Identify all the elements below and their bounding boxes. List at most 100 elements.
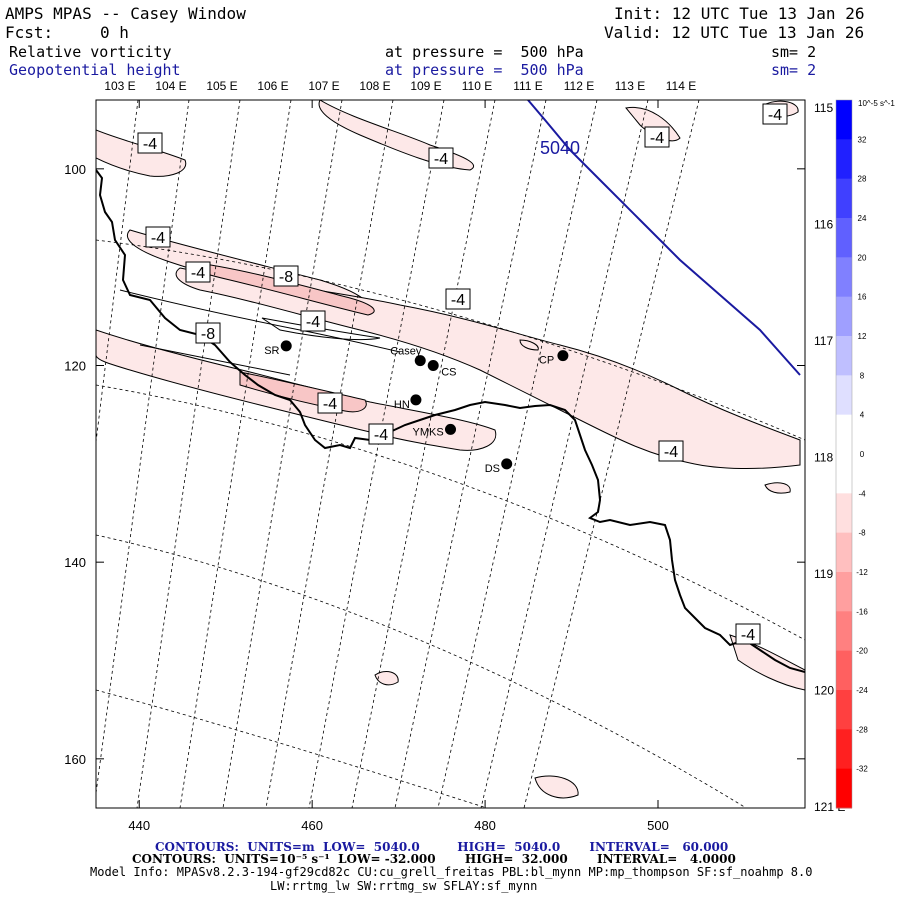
lon-line xyxy=(136,100,241,808)
vorticity-contour-label: -4 xyxy=(428,147,454,169)
lon-label-top: 105 E xyxy=(206,79,237,93)
colorbar-label: 20 xyxy=(858,253,867,262)
vorticity-label-box xyxy=(273,265,299,287)
y-tick-label: 140 xyxy=(64,555,86,570)
lon-line xyxy=(222,100,343,808)
colorbar-label: 8 xyxy=(860,371,865,380)
colorbar-segment xyxy=(836,768,852,809)
vorticity-contour-label: -4 xyxy=(762,103,788,125)
coastline xyxy=(96,169,805,673)
lon-line xyxy=(351,100,496,808)
vorticity-label-box xyxy=(644,126,670,148)
vorticity-label-box xyxy=(300,310,326,332)
lon-line xyxy=(480,100,649,808)
colorbar-segment xyxy=(836,218,852,258)
vorticity-contour-label: -8 xyxy=(273,265,299,287)
colorbar-segment xyxy=(836,414,852,455)
colorbar-label: 4 xyxy=(860,411,865,420)
lon-line xyxy=(308,100,445,808)
forecast-value: 0 h xyxy=(100,23,129,42)
vorticity-label-box xyxy=(762,103,788,125)
station-casey: Casey xyxy=(390,346,426,367)
vorticity-label-text: -4 xyxy=(306,314,320,331)
colorbar-label: -12 xyxy=(856,568,868,577)
vorticity-contour-label: -4 xyxy=(317,392,343,414)
vorticity-label-box xyxy=(428,147,454,169)
station-label: SR xyxy=(264,345,279,357)
vorticity-contour-label: -4 xyxy=(644,126,670,148)
lon-label-top: 109 E xyxy=(410,79,441,93)
station-marker xyxy=(414,355,426,367)
vorticity-contour-label: -8 xyxy=(195,322,221,344)
lon-line xyxy=(394,100,547,808)
vorticity-label-text: -4 xyxy=(451,292,465,309)
colorbar-label: -8 xyxy=(858,529,866,538)
footer-contours-vort: CONTOURS: UNITS=10⁻⁵ s⁻¹ LOW= -32.000 HI… xyxy=(132,852,736,866)
field2-name: Geopotential height xyxy=(9,61,181,79)
vorticity-label-text: -4 xyxy=(374,427,388,444)
app-title: AMPS MPAS -- Casey Window xyxy=(5,4,246,23)
field2-level: at pressure = 500 hPa xyxy=(385,61,584,79)
colorbar-segment xyxy=(836,650,852,691)
station-marker xyxy=(280,340,292,352)
lon-label-top: 108 E xyxy=(359,79,390,93)
init-time: Init: 12 UTC Tue 13 Jan 26 xyxy=(614,4,865,23)
vorticity-contour-label: -4 xyxy=(735,623,761,645)
forecast-label: Fcst: xyxy=(5,23,54,42)
x-tick-label: 500 xyxy=(647,818,669,833)
colorbar-label: 24 xyxy=(858,214,867,223)
colorbar-label: -28 xyxy=(856,725,868,734)
vorticity-labels: -4 -4 -4 -4 -8 -4 -4 -4 -4 -8 -4 -4 -4 -4 xyxy=(137,103,788,645)
axes: 440 460 480 500 100 120 140 160 xyxy=(64,100,805,833)
vorticity-label-box xyxy=(185,261,211,283)
colorbar-label: -20 xyxy=(856,647,868,656)
colorbar-segment xyxy=(836,336,852,376)
colorbar-label: 0 xyxy=(860,450,865,459)
lon-label-top: 113 E xyxy=(615,79,645,93)
height-contour-5040 xyxy=(527,100,801,376)
colorbar-label: -4 xyxy=(858,489,866,498)
lon-line xyxy=(96,100,190,797)
vorticity-label-text: -4 xyxy=(191,265,205,282)
colorbar-label: 28 xyxy=(858,175,867,184)
station-label: YMKS xyxy=(413,426,444,438)
vorticity-label-text: -4 xyxy=(434,151,448,168)
footer-model-info-2: LW:rrtmg_lw SW:rrtmg_sw SFLAY:sf_mynn xyxy=(270,879,538,893)
station-marker xyxy=(410,394,422,406)
colorbar-segment xyxy=(836,611,852,652)
colorbar-segment xyxy=(836,139,852,180)
field1-name: Relative vorticity xyxy=(9,43,172,61)
station-label: CP xyxy=(539,355,554,367)
station-label: CS xyxy=(441,367,456,379)
y-tick-label: 160 xyxy=(64,752,86,767)
vorticity-contour-label: -4 xyxy=(185,261,211,283)
vorticity-label-box xyxy=(445,288,471,310)
station-label: DS xyxy=(485,463,500,475)
lon-label-top: 103 E xyxy=(104,79,135,93)
x-tick-label: 440 xyxy=(128,818,150,833)
vorticity-contour-label: -4 xyxy=(145,226,171,248)
latitude-gridlines xyxy=(96,239,805,808)
station-ds: DS xyxy=(485,458,513,475)
colorbar-segment xyxy=(836,375,852,416)
lon-line xyxy=(96,100,139,446)
colorbar-label: -32 xyxy=(856,765,868,774)
field1-smoothing: sm= 2 xyxy=(771,43,817,61)
vorticity-contour-label: -4 xyxy=(137,132,163,154)
field1-level: at pressure = 500 hPa xyxy=(385,43,584,61)
station-hn: HN xyxy=(394,394,422,411)
longitude-labels-top: 103 E 104 E 105 E 106 E 107 E 108 E 109 E 110 E… xyxy=(104,79,696,93)
vorticity-label-text: -4 xyxy=(741,627,755,644)
colorbar-segment xyxy=(836,257,852,298)
vorticity-contour-label: -4 xyxy=(300,310,326,332)
vorticity-label-box xyxy=(145,226,171,248)
lon-label-top: 111 E xyxy=(513,79,543,93)
lon-line xyxy=(179,100,292,808)
colorbar-segment xyxy=(836,178,852,219)
colorbar-label: 16 xyxy=(858,293,867,302)
vorticity-label-text: -8 xyxy=(279,269,293,286)
x-tick-label: 480 xyxy=(474,818,496,833)
vorticity-label-box xyxy=(735,623,761,645)
vorticity-label-text: -4 xyxy=(650,130,664,147)
